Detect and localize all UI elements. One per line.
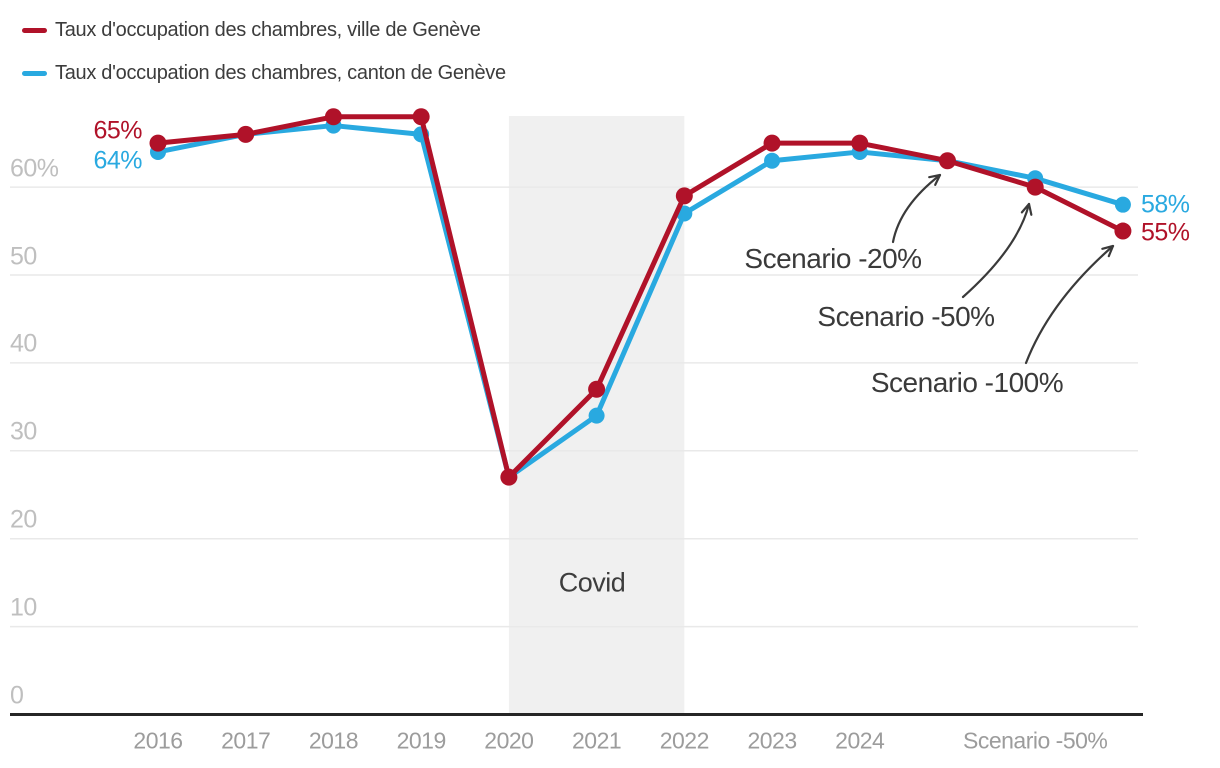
y-tick-label-10: 10 bbox=[10, 593, 37, 622]
value-label-58: 58% bbox=[1141, 190, 1190, 219]
x-tick-label-2018: 2018 bbox=[308, 727, 359, 754]
data-point-ville-Scenario -50% bbox=[1026, 178, 1044, 196]
value-label-64: 64% bbox=[93, 146, 142, 175]
arrow-scenario-20-head-icon bbox=[928, 173, 942, 186]
series-line-ville bbox=[155, 114, 1126, 480]
data-point-ville-2018 bbox=[324, 108, 342, 126]
arrow-scenario-50 bbox=[961, 202, 1031, 299]
arrow-scenario-100 bbox=[1024, 244, 1115, 365]
data-point-ville-2022 bbox=[675, 187, 693, 205]
x-tick-label-2017: 2017 bbox=[221, 727, 271, 754]
y-tick-label-20: 20 bbox=[10, 505, 37, 534]
legend-label-ville: Taux d'occupation des chambres, ville de… bbox=[55, 18, 481, 41]
x-tick-label-2019: 2019 bbox=[396, 727, 447, 754]
x-tick-label-2022: 2022 bbox=[659, 727, 710, 754]
data-point-ville-2016 bbox=[149, 134, 167, 152]
data-point-ville-Scenario -20% bbox=[938, 152, 956, 170]
x-tick-label-2021: 2021 bbox=[572, 727, 622, 754]
y-tick-label-60: 60% bbox=[10, 154, 59, 183]
value-label-55: 55% bbox=[1141, 218, 1190, 247]
data-point-ville-2021 bbox=[588, 380, 606, 398]
legend-swatch-ville-icon bbox=[22, 27, 47, 33]
data-point-ville-Scenario -100% bbox=[1114, 222, 1132, 240]
annotation-scenario-100: Scenario -100% bbox=[870, 367, 1064, 398]
x-tick-label-Scenario -50%: Scenario -50% bbox=[963, 727, 1108, 754]
x-tick-label-2024: 2024 bbox=[835, 727, 885, 754]
legend-swatch-canton-icon bbox=[22, 70, 47, 76]
arrow-scenario-50-head-icon bbox=[1020, 202, 1033, 216]
data-point-ville-2020 bbox=[500, 468, 518, 486]
data-point-ville-2024 bbox=[851, 134, 869, 152]
y-tick-label-40: 40 bbox=[10, 329, 37, 358]
data-point-canton-Scenario -100% bbox=[1114, 196, 1131, 213]
x-tick-label-2023: 2023 bbox=[747, 727, 797, 754]
legend-item-canton: Taux d'occupation des chambres, canton d… bbox=[22, 62, 506, 84]
y-tick-label-50: 50 bbox=[10, 242, 37, 270]
x-tick-label-2016: 2016 bbox=[133, 727, 183, 754]
arrow-scenario-20 bbox=[891, 173, 942, 244]
y-tick-label-0: 0 bbox=[10, 681, 24, 710]
legend-label-canton: Taux d'occupation des chambres, canton d… bbox=[55, 61, 506, 84]
data-point-ville-2017 bbox=[237, 125, 255, 143]
arrow-scenario-100-head-icon bbox=[1101, 244, 1115, 258]
covid-band-label: Covid bbox=[558, 567, 626, 598]
data-point-canton-2021 bbox=[588, 407, 605, 424]
legend-item-ville: Taux d'occupation des chambres, ville de… bbox=[22, 19, 481, 41]
x-tick-label-2020: 2020 bbox=[484, 727, 534, 754]
annotation-scenario-20: Scenario -20% bbox=[744, 243, 922, 274]
value-label-65: 65% bbox=[93, 116, 142, 145]
annotation-scenario-50: Scenario -50% bbox=[817, 301, 995, 332]
data-point-ville-2019 bbox=[412, 108, 430, 126]
y-tick-label-30: 30 bbox=[10, 417, 37, 446]
data-point-canton-2023 bbox=[764, 152, 781, 169]
data-point-ville-2023 bbox=[763, 134, 781, 152]
